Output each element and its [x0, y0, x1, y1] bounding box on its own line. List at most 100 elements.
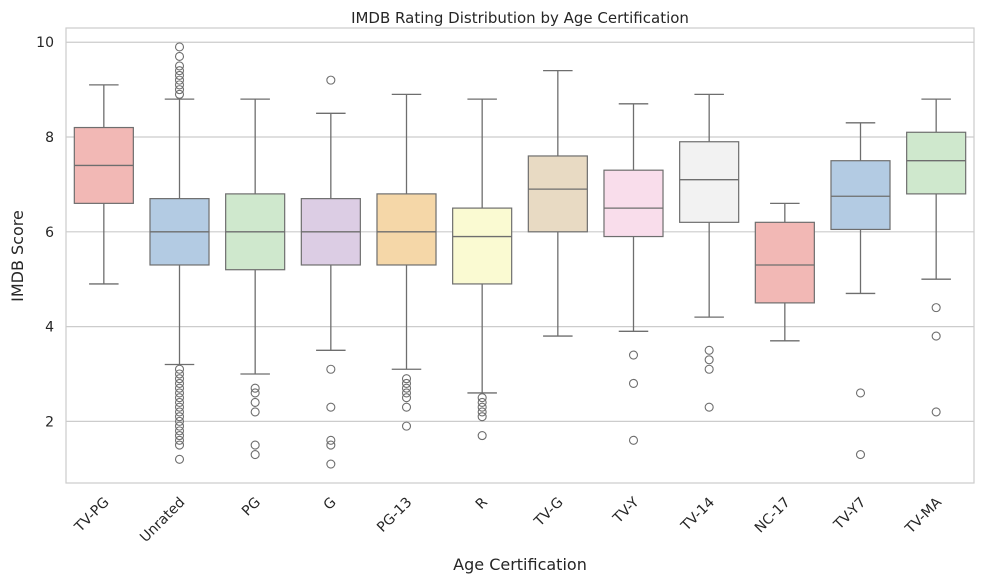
outlier-point: [477, 407, 487, 417]
y-tick-label: 2: [45, 414, 54, 430]
outlier-point: [174, 440, 185, 450]
outlier-point: [628, 378, 639, 389]
box-group: [300, 75, 361, 469]
outlier-point: [174, 426, 185, 436]
x-tick-label: G: [321, 495, 340, 514]
outlier-point: [174, 85, 185, 95]
box-iqr: [603, 169, 664, 238]
outlier-point: [477, 431, 487, 441]
outlier-point: [174, 402, 185, 412]
x-tick-label: TV-G: [531, 495, 567, 531]
outlier-point: [174, 412, 185, 422]
box-group: [754, 202, 815, 342]
x-tick-label: NC-17: [752, 495, 794, 537]
grid-lines: [66, 41, 974, 422]
y-tick-label: 8: [45, 130, 54, 146]
outlier-point: [250, 383, 260, 393]
outlier-point: [401, 383, 412, 393]
outlier-point: [628, 435, 639, 445]
box-iqr: [527, 155, 588, 233]
x-tick-label: TV-PG: [71, 495, 112, 536]
outlier-point: [326, 402, 336, 412]
outlier-point: [174, 435, 185, 445]
outlier-point: [628, 350, 639, 360]
outlier-point: [174, 70, 185, 80]
outlier-point: [174, 75, 185, 85]
y-tick-label: 10: [36, 35, 54, 51]
box-group: [376, 93, 437, 431]
outlier-point: [174, 51, 185, 61]
outlier-point: [174, 421, 185, 431]
outlier-point: [401, 402, 412, 412]
outlier-point: [326, 364, 336, 374]
outlier-point: [931, 331, 941, 341]
chart-title: IMDB Rating Distribution by Age Certific…: [351, 9, 689, 27]
box-iqr: [906, 131, 967, 195]
outlier-point: [477, 402, 487, 412]
plot-frame: [65, 27, 975, 484]
y-axis-label: IMDB Score: [8, 210, 27, 302]
x-tick-label: R: [473, 494, 491, 512]
outlier-point: [704, 355, 714, 365]
x-tick-label: TV-Y: [610, 494, 643, 527]
outlier-point: [931, 303, 941, 313]
outlier-point: [174, 364, 185, 374]
outlier-point: [704, 345, 714, 355]
outlier-point: [174, 393, 185, 403]
outlier-point: [326, 75, 336, 85]
outlier-point: [174, 374, 185, 384]
box-iqr: [452, 207, 513, 285]
outlier-point: [401, 374, 412, 384]
outlier-point: [326, 440, 336, 450]
outlier-point: [174, 388, 185, 398]
box-group: [679, 93, 740, 412]
box-group: [906, 98, 967, 417]
box-iqr: [830, 160, 891, 231]
outlier-point: [326, 435, 336, 445]
outlier-point: [250, 388, 260, 398]
x-axis-label: Age Certification: [453, 555, 587, 574]
x-tick-label: PG-13: [374, 495, 415, 536]
outlier-point: [250, 450, 260, 460]
y-tick-labels: 2 4 6 8 10: [36, 35, 54, 430]
outlier-point: [477, 412, 487, 422]
outlier-point: [401, 388, 412, 398]
box-group: [603, 103, 664, 445]
outlier-point: [931, 407, 941, 417]
outlier-point: [174, 66, 185, 76]
outlier-point: [174, 61, 185, 71]
x-tick-labels: TV-PG Unrated PG G PG-13 R TV-G TV-Y TV-14 NC-17 T…: [71, 494, 945, 546]
x-tick-label: TV-14: [678, 494, 718, 534]
box-group: [452, 98, 513, 441]
outlier-point: [174, 407, 185, 417]
box-group: [527, 70, 588, 337]
outlier-point: [250, 407, 260, 417]
outlier-point: [174, 42, 185, 52]
box-group: [73, 84, 134, 285]
outlier-point: [401, 378, 412, 389]
y-tick-label: 4: [45, 320, 54, 336]
outlier-point: [174, 369, 185, 379]
box-iqr: [679, 141, 740, 223]
box-group: [830, 122, 891, 460]
outlier-point: [174, 378, 185, 389]
outlier-point: [401, 421, 412, 431]
x-tick-label: TV-MA: [902, 494, 945, 537]
outlier-point: [174, 383, 185, 393]
outlier-point: [704, 364, 714, 374]
outlier-point: [855, 388, 866, 398]
x-tick-label: TV-Y7: [830, 495, 869, 534]
outlier-point: [704, 402, 714, 412]
y-tick-label: 6: [45, 225, 54, 241]
outlier-point: [326, 459, 336, 469]
outlier-point: [174, 416, 185, 426]
x-tick-label: Unrated: [137, 495, 188, 546]
outlier-point: [477, 393, 487, 403]
outlier-point: [250, 440, 260, 450]
outlier-point: [855, 450, 866, 460]
outlier-point: [250, 397, 260, 407]
outlier-point: [174, 80, 185, 90]
box-group: [149, 42, 210, 464]
x-tick-label: PG: [239, 495, 264, 520]
